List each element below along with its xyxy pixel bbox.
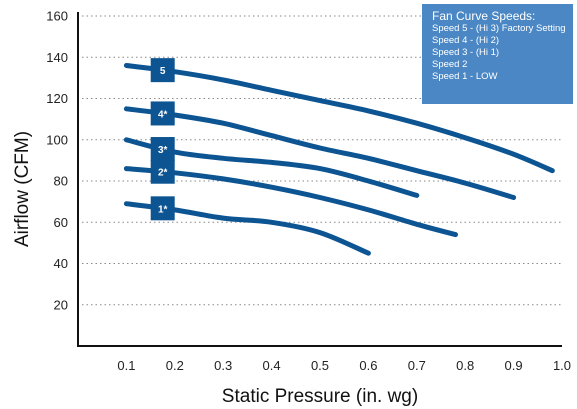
x-tick-label-0.9: 0.9 xyxy=(505,358,523,373)
series-tag-speed-2 xyxy=(150,159,175,184)
legend-item-speed-3: Speed 3 - (Hi 1) xyxy=(432,47,500,58)
legend-item-speed-1: Speed 1 - LOW xyxy=(432,71,498,82)
series-tag-speed-1 xyxy=(150,196,175,221)
x-tick-labels: 0.1 0.2 0.3 0.4 0.5 0.6 0.7 0.8 0.9 1.0 xyxy=(117,358,571,373)
legend-item-speed-5: Speed 5 - (Hi 3) Factory Setting xyxy=(432,23,566,34)
series-tag-speed-3 xyxy=(150,137,175,162)
y-tick-label-120: 120 xyxy=(46,91,68,106)
x-tick-label-0.6: 0.6 xyxy=(359,358,377,373)
series-tags: 5 4* 3* 2* 1* xyxy=(150,58,175,221)
series-line-speed-4 xyxy=(123,106,517,200)
y-tick-label-160: 160 xyxy=(46,9,68,24)
series-tag-label-speed-1: 1* xyxy=(158,204,168,215)
y-tick-label-40: 40 xyxy=(54,256,68,271)
legend-box: Fan Curve Speeds: Speed 5 - (Hi 3) Facto… xyxy=(422,4,573,104)
series-tag-label-speed-3: 3* xyxy=(158,145,168,156)
x-tick-label-0.7: 0.7 xyxy=(408,358,426,373)
y-tick-label-60: 60 xyxy=(54,215,68,230)
x-tick-label-0.4: 0.4 xyxy=(263,358,281,373)
x-tick-label-0.5: 0.5 xyxy=(311,358,329,373)
series-tag-speed-4 xyxy=(150,101,175,126)
legend-item-speed-2: Speed 2 xyxy=(432,59,468,70)
x-tick-label-1.0: 1.0 xyxy=(553,358,571,373)
series-line-speed-2 xyxy=(123,166,458,238)
y-tick-label-100: 100 xyxy=(46,132,68,147)
x-tick-label-0.3: 0.3 xyxy=(214,358,232,373)
legend-item-speed-4: Speed 4 - (Hi 2) xyxy=(432,35,500,46)
y-tick-label-80: 80 xyxy=(54,174,68,189)
series-tag-speed-5 xyxy=(150,58,175,83)
series-tag-label-speed-4: 4* xyxy=(158,109,168,120)
y-tick-label-140: 140 xyxy=(46,50,68,65)
series-tag-label-speed-2: 2* xyxy=(158,168,168,179)
y-axis-title: Airflow (CFM) xyxy=(12,131,33,247)
series-line-speed-5 xyxy=(123,63,555,174)
x-tick-label-0.8: 0.8 xyxy=(456,358,474,373)
series-line-speed-3 xyxy=(123,137,420,198)
x-axis-title: Static Pressure (in. wg) xyxy=(222,386,418,407)
y-tick-labels: 20 40 60 80 100 120 140 160 xyxy=(46,9,68,313)
series-tag-label-speed-5: 5 xyxy=(160,66,166,77)
y-tick-label-20: 20 xyxy=(54,297,68,312)
x-tick-label-0.2: 0.2 xyxy=(166,358,184,373)
x-tick-label-0.1: 0.1 xyxy=(117,358,135,373)
legend-title: Fan Curve Speeds: xyxy=(432,9,536,23)
